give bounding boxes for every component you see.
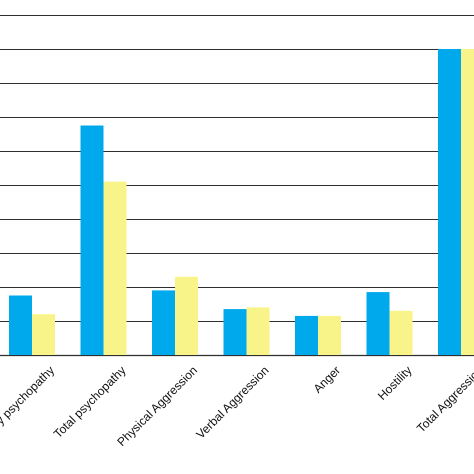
bar-series-2-verbal-aggression	[246, 307, 270, 355]
bar-series-2-primary-psychopathy	[32, 314, 55, 355]
x-tick-label: Hostility	[375, 363, 415, 403]
bar-series-1-primary-psychopathy	[9, 295, 32, 355]
bar-series-1-total-psychopathy	[80, 125, 104, 355]
bar-series-2-anger	[318, 315, 341, 355]
x-tick-label: Total Aggression	[414, 363, 474, 435]
bar-series-1-hostility	[366, 292, 390, 355]
bar-series-2-hostility	[389, 310, 413, 355]
bar-series-1-physical-aggression	[152, 290, 175, 355]
bars	[9, 49, 474, 355]
bar-series-2-physical-aggression	[175, 276, 198, 355]
gridlines	[0, 15, 474, 357]
x-tick-label: Verbal Aggression	[193, 363, 271, 441]
x-tick-label: Physical Aggression	[114, 363, 200, 449]
bar-series-1-total-aggression	[438, 49, 461, 355]
bar-series-2-total-aggression	[461, 49, 474, 355]
bar-series-1-anger	[295, 315, 318, 355]
x-tick-label: Anger	[311, 363, 344, 396]
x-tick-label: Total psychopathy	[51, 363, 129, 441]
bar-series-2-total-psychopathy	[103, 181, 127, 355]
x-tick-label: Primary psychopathy	[0, 363, 57, 452]
bar-series-1-verbal-aggression	[223, 309, 247, 355]
